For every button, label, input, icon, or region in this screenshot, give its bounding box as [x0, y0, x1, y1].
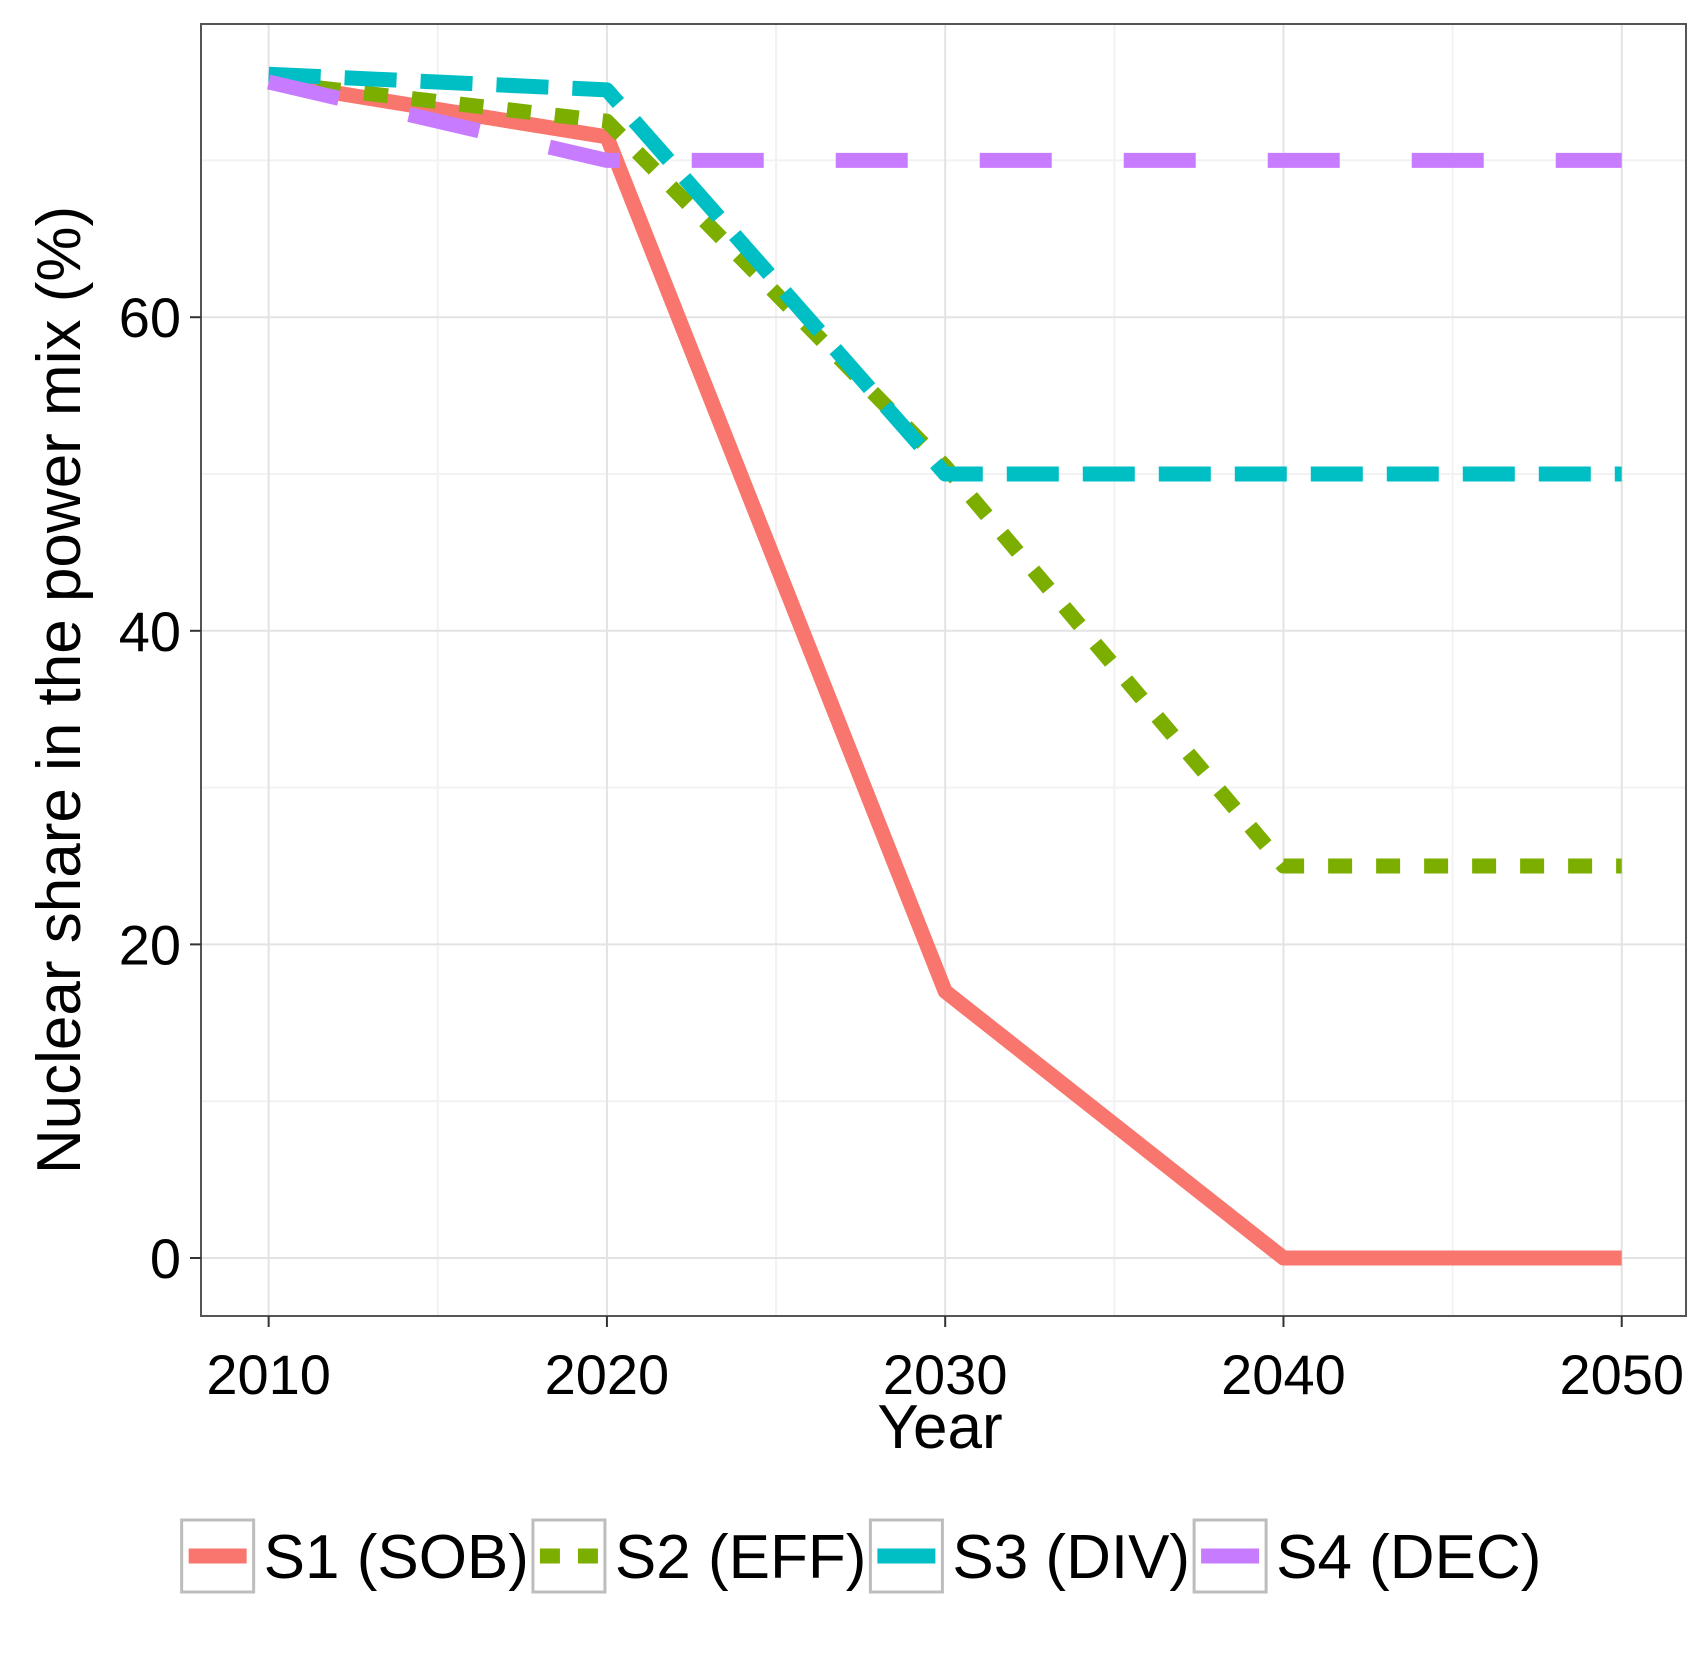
series-line-s1: [267, 74, 1622, 1266]
plot-border: [200, 23, 1687, 1317]
legend-label: S4 (DEC): [1276, 1523, 1541, 1592]
legend-item-s3: S3 (DIV): [868, 1518, 1190, 1594]
y-tick-label: 60: [119, 286, 181, 349]
y-axis-title: Nuclear share in the power mix (%): [25, 206, 94, 1174]
legend-item-s1: S1 (SOB): [180, 1518, 529, 1594]
x-tick-label: 2040: [1221, 1343, 1346, 1406]
legend: S1 (SOB) S2 (EFF) S3 (DIV) S4 (DEC): [180, 1518, 1541, 1594]
legend-item-s4: S4 (DEC): [1192, 1518, 1541, 1594]
x-tick-label: 2020: [545, 1343, 670, 1406]
x-tick-label: 2010: [206, 1343, 331, 1406]
series-lines: [267, 66, 1622, 1266]
y-tick-label: 40: [119, 600, 181, 663]
x-tick-label: 2050: [1559, 1343, 1684, 1406]
y-tick-label: 20: [119, 913, 181, 976]
legend-label: S2 (EFF): [615, 1523, 866, 1592]
x-axis-title: Year: [877, 1393, 1002, 1462]
legend-label: S3 (DIV): [952, 1523, 1190, 1592]
y-tick-label: 0: [150, 1227, 181, 1290]
x-tick-label: 2030: [883, 1343, 1008, 1406]
series-line-s3: [268, 66, 1622, 482]
legend-item-s2: S2 (EFF): [531, 1518, 866, 1594]
legend-label: S1 (SOB): [264, 1523, 529, 1592]
